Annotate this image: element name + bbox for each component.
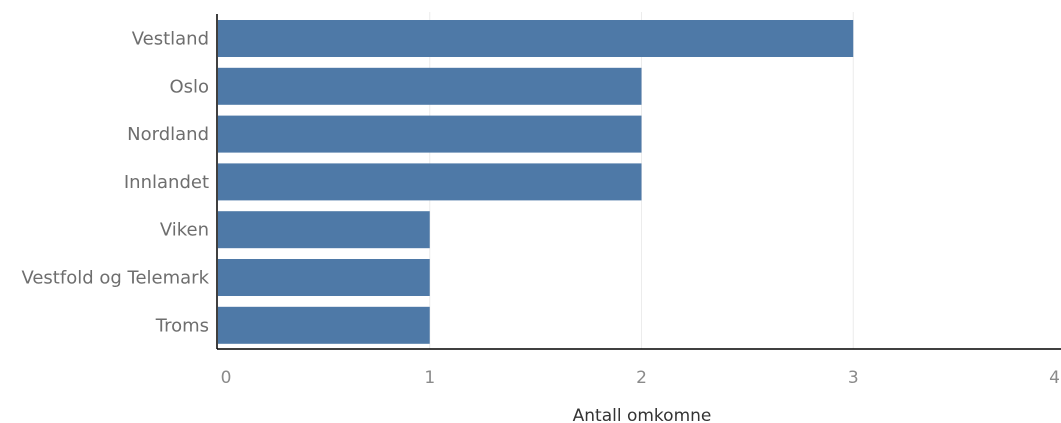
- category-label: Vestland: [132, 29, 209, 50]
- x-axis-title: Antall omkomne: [573, 406, 712, 423]
- x-tick-label: 1: [424, 368, 435, 388]
- category-label: Troms: [155, 315, 209, 336]
- bar-troms[interactable]: [218, 306, 430, 344]
- x-tick-label: 0: [221, 368, 232, 388]
- category-label: Nordland: [127, 124, 209, 145]
- bar-vestfold-og-telemark[interactable]: [218, 259, 430, 296]
- x-tick-label: 4: [1049, 368, 1060, 388]
- bars: [218, 20, 854, 344]
- x-tick-label: 2: [636, 368, 647, 388]
- bar-vestland[interactable]: [218, 20, 854, 57]
- bar-oslo[interactable]: [218, 67, 642, 105]
- bar-nordland[interactable]: [218, 115, 642, 153]
- bar-innlandet[interactable]: [218, 163, 642, 201]
- category-label: Oslo: [169, 76, 209, 97]
- category-labels: Vestland Oslo Nordland Innlandet Viken Vestfo…: [21, 29, 209, 337]
- category-label: Viken: [160, 220, 209, 241]
- bar-viken[interactable]: [218, 211, 430, 249]
- category-label: Vestfold og Telemark: [21, 268, 209, 289]
- x-tick-label: 3: [848, 368, 859, 388]
- x-tick-labels: 0 1 2 3 4: [221, 368, 1060, 388]
- category-label: Innlandet: [124, 172, 209, 193]
